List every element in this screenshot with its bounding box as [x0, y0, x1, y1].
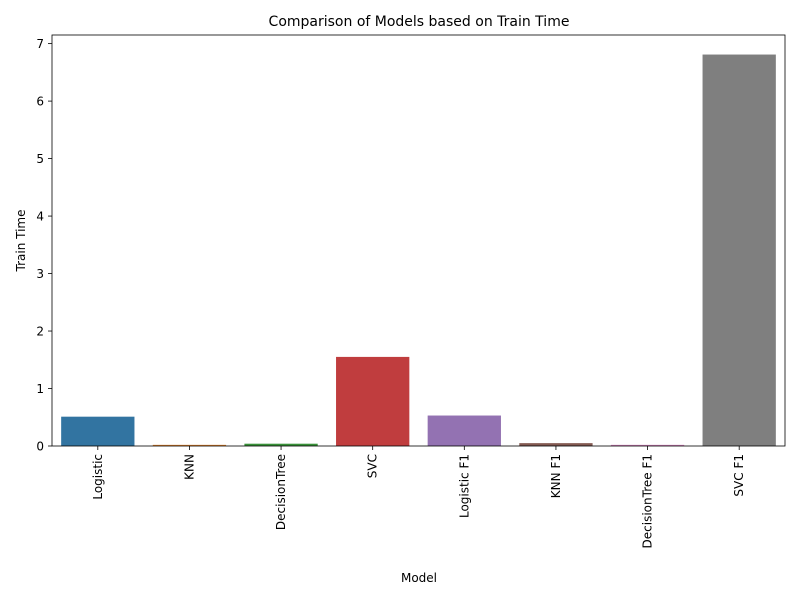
y-axis-label: Train Time: [14, 210, 28, 273]
y-tick-label: 2: [36, 325, 44, 339]
x-tick-label: SVC: [366, 454, 380, 478]
bar-svc: [336, 356, 410, 446]
bar-knn: [152, 444, 227, 446]
bars-layer: [61, 54, 776, 446]
bar-decisiontree: [244, 443, 318, 446]
x-tick-label: KNN: [182, 454, 196, 480]
x-tick-label: Logistic F1: [457, 454, 471, 518]
y-tick-label: 7: [36, 37, 44, 51]
y-tick-label: 1: [36, 382, 44, 396]
x-tick-label: Logistic: [91, 454, 105, 500]
bar-logistic-f1: [427, 415, 501, 446]
y-ticks-layer: 0 1 2 3 4 5 6 7: [36, 37, 52, 454]
x-tick-label: SVC F1: [732, 454, 746, 497]
plot-frame: [51, 34, 786, 447]
y-tick-label: 0: [36, 440, 44, 454]
bar-decisiontree-f1: [610, 444, 685, 446]
bar-knn-f1: [519, 443, 593, 446]
bar-logistic: [61, 416, 135, 446]
chart-title: Comparison of Models based on Train Time: [269, 14, 570, 30]
y-tick-label: 6: [36, 95, 44, 109]
y-tick-label: 4: [36, 210, 44, 224]
y-tick-label: 5: [36, 152, 44, 166]
x-axis-label: Model: [401, 571, 437, 585]
x-tick-label: DecisionTree F1: [641, 454, 655, 548]
x-tick-label: DecisionTree: [274, 454, 288, 530]
x-tick-label: KNN F1: [549, 454, 563, 498]
y-tick-label: 3: [36, 267, 44, 281]
x-ticks-layer: Logistic KNN DecisionTree SVC Logistic F1 KNN…: [91, 446, 746, 548]
bar-svc-f1: [702, 54, 776, 446]
